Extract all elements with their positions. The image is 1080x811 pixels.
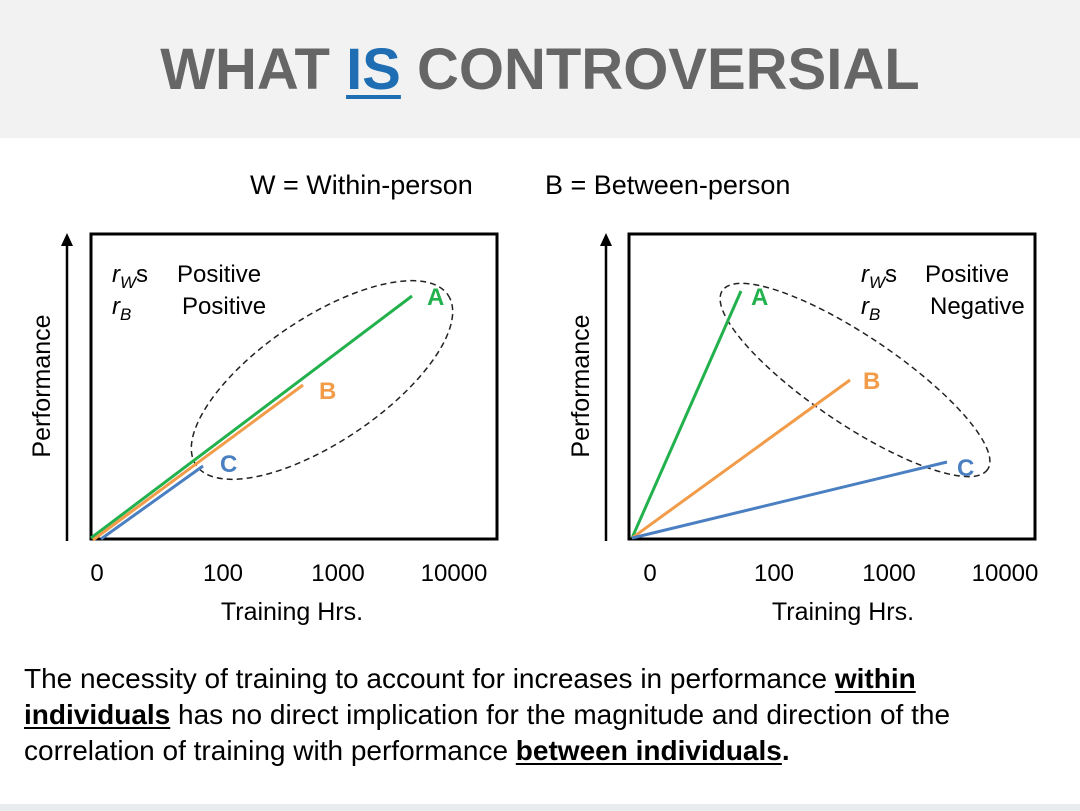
rw-annotation: rWs: [112, 261, 148, 292]
between-individuals-emphasis: between individuals: [515, 735, 782, 766]
rw-value: Positive: [925, 261, 1009, 288]
arrowhead-icon: [61, 233, 73, 246]
series-label-b: B: [319, 378, 336, 405]
rb-annotation: rB: [861, 293, 880, 324]
y-axis-label: Performance: [28, 314, 56, 457]
series-line-b: [631, 378, 851, 540]
rb-symbol: r: [112, 293, 121, 320]
rb-symbol: r: [861, 293, 870, 320]
within-individuals-emphasis: within individuals: [24, 663, 916, 730]
x-tick-label: 10000: [972, 560, 1039, 587]
panel-right: Performance A B C rWs Positive rB Negati…: [567, 232, 1039, 626]
rw-symbol: r: [112, 261, 121, 288]
plot-frame: [89, 232, 499, 541]
x-axis-label: Training Hrs.: [221, 598, 363, 626]
plot-frame: [627, 232, 1037, 541]
series-label-a: A: [427, 284, 444, 311]
series-label-b: B: [863, 368, 880, 395]
title-band: [0, 0, 1080, 138]
title-highlight: IS: [346, 37, 401, 102]
x-tick-label: 100: [754, 560, 794, 587]
series-line-c: [100, 464, 204, 541]
bottom-band: [0, 804, 1080, 811]
series-label-a: A: [751, 284, 768, 311]
conclusion-text: The necessity of training to account for…: [24, 661, 1064, 769]
x-axis-label: Training Hrs.: [772, 598, 914, 626]
x-tick-label: 0: [90, 560, 103, 587]
conclusion-period: .: [781, 735, 790, 766]
slide-title: WHAT IS CONTROVERSIAL: [0, 36, 1080, 103]
x-tick-label: 0: [643, 560, 656, 587]
series-line-c: [631, 460, 948, 540]
series-line-a: [90, 294, 413, 540]
rw-subscript: W: [120, 273, 138, 292]
x-tick-label: 100: [203, 560, 243, 587]
rb-subscript: B: [869, 305, 880, 324]
x-tick-label: 1000: [862, 560, 915, 587]
legend-within: W = Within-person: [250, 170, 473, 200]
title-part2: CONTROVERSIAL: [400, 37, 920, 102]
series-line-b: [92, 383, 304, 542]
series-label-c: C: [220, 451, 237, 478]
series-line-a: [630, 290, 743, 539]
title-part1: WHAT: [160, 37, 347, 102]
rb-value: Positive: [182, 293, 266, 320]
x-tick-label: 1000: [311, 560, 364, 587]
arrowhead-icon: [600, 233, 612, 246]
x-tick-label: 10000: [421, 560, 488, 587]
rw-suffix: s: [885, 261, 897, 288]
rw-symbol: r: [861, 261, 870, 288]
rb-subscript: B: [120, 305, 131, 324]
panel-left: Performance A B C rWs Positive rB Positi…: [28, 232, 499, 626]
series-label-c: C: [957, 455, 974, 482]
conclusion-text-1: The necessity of training to account for…: [24, 663, 835, 694]
conclusion-text-2: has no direct implication for the magnit…: [24, 699, 951, 766]
rw-subscript: W: [869, 273, 887, 292]
rw-value: Positive: [177, 261, 261, 288]
rb-annotation: rB: [112, 293, 131, 324]
rb-value: Negative: [930, 293, 1025, 320]
dashed-ellipse: [719, 282, 991, 478]
y-axis-label: Performance: [567, 314, 595, 457]
legend-between: B = Between-person: [545, 170, 791, 200]
rw-annotation: rWs: [861, 261, 897, 292]
rw-suffix: s: [136, 261, 148, 288]
